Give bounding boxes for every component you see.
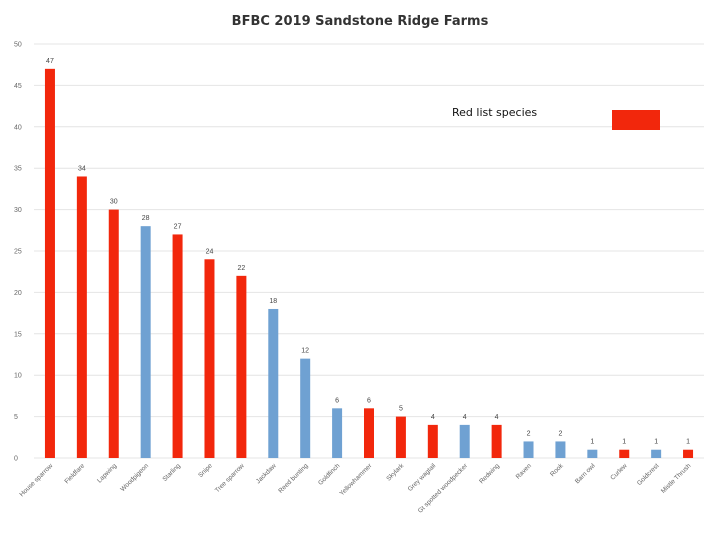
bar <box>108 209 119 458</box>
category-label: Mistle Thrush <box>660 462 693 495</box>
category-label: Redwing <box>478 462 501 485</box>
bar <box>140 226 151 458</box>
y-tick-label: 0 <box>14 456 18 463</box>
category-label: Fieldfare <box>63 462 86 485</box>
bar <box>44 68 55 458</box>
category-label: Woodpigeon <box>119 462 150 493</box>
category-label: Rook <box>549 462 565 478</box>
category-label: Goldfinch <box>317 462 342 487</box>
bars <box>44 68 694 459</box>
bar <box>427 424 438 458</box>
bar <box>587 449 598 458</box>
category-label: Yellowhammer <box>338 462 374 498</box>
y-tick-label: 45 <box>14 83 22 90</box>
category-label: Goldcrest <box>636 462 661 487</box>
data-label: 12 <box>301 348 309 355</box>
y-tick-label: 5 <box>14 414 18 421</box>
legend: Red list species <box>452 106 660 130</box>
y-tick-label: 40 <box>14 124 22 131</box>
bar <box>651 449 662 458</box>
y-tick-label: 25 <box>14 249 22 256</box>
category-label: Lapwing <box>96 462 118 484</box>
bar <box>364 408 374 458</box>
bar <box>619 449 630 458</box>
y-axis-ticks: 0 5 10 15 20 25 30 35 40 45 50 <box>14 42 22 463</box>
bar <box>332 408 343 458</box>
data-label: 2 <box>527 430 531 437</box>
data-label: 1 <box>654 439 658 446</box>
category-label: Curlew <box>609 462 628 481</box>
data-label: 24 <box>206 248 214 255</box>
bar <box>236 275 247 458</box>
data-label: 34 <box>78 165 86 172</box>
data-label: 47 <box>46 58 54 65</box>
category-label: Grey wagtail <box>407 462 438 493</box>
y-tick-label: 20 <box>14 290 22 297</box>
legend-swatch-red-list <box>612 110 660 130</box>
data-label: 4 <box>463 414 467 421</box>
data-label: 2 <box>558 430 562 437</box>
category-label: Reed bunting <box>277 462 310 495</box>
category-labels: House sparrow Fieldfare Lapwing Woodpigeon S… <box>19 462 693 515</box>
y-tick-label: 50 <box>14 42 22 49</box>
data-label: 27 <box>174 223 182 230</box>
category-label: House sparrow <box>19 462 55 498</box>
data-label: 6 <box>335 397 339 404</box>
bar <box>172 234 183 458</box>
bar <box>204 259 215 458</box>
category-label: Skylark <box>385 462 406 483</box>
bar <box>491 424 502 458</box>
gridlines <box>34 43 704 459</box>
data-label: 18 <box>269 298 277 305</box>
category-label: Jackdaw <box>255 462 278 485</box>
y-tick-label: 30 <box>14 207 22 214</box>
data-label: 1 <box>686 439 690 446</box>
category-label: Snipe <box>197 462 214 479</box>
bar <box>300 358 311 458</box>
data-label: 5 <box>399 406 403 413</box>
data-label: 4 <box>431 414 435 421</box>
category-label: Starling <box>161 462 182 483</box>
y-tick-label: 10 <box>14 373 22 380</box>
y-tick-label: 15 <box>14 331 22 338</box>
data-label: 1 <box>622 439 626 446</box>
data-label: 22 <box>237 265 245 272</box>
bar <box>683 449 694 458</box>
category-label: Barn owl <box>574 462 597 485</box>
chart-title: BFBC 2019 Sandstone Ridge Farms <box>232 14 489 29</box>
data-label: 1 <box>590 439 594 446</box>
bar <box>395 416 406 458</box>
bar <box>459 424 470 458</box>
y-tick-label: 35 <box>14 166 22 173</box>
bar <box>268 308 279 458</box>
legend-label: Red list species <box>452 106 537 119</box>
data-label: 4 <box>495 414 499 421</box>
category-label: Raven <box>515 462 534 481</box>
bar <box>555 441 566 458</box>
bar <box>523 441 534 458</box>
data-label: 6 <box>367 397 371 404</box>
data-label: 28 <box>142 215 150 222</box>
bar <box>76 176 87 459</box>
category-label: Tree sparrow <box>214 462 246 494</box>
data-label: 30 <box>110 199 118 206</box>
